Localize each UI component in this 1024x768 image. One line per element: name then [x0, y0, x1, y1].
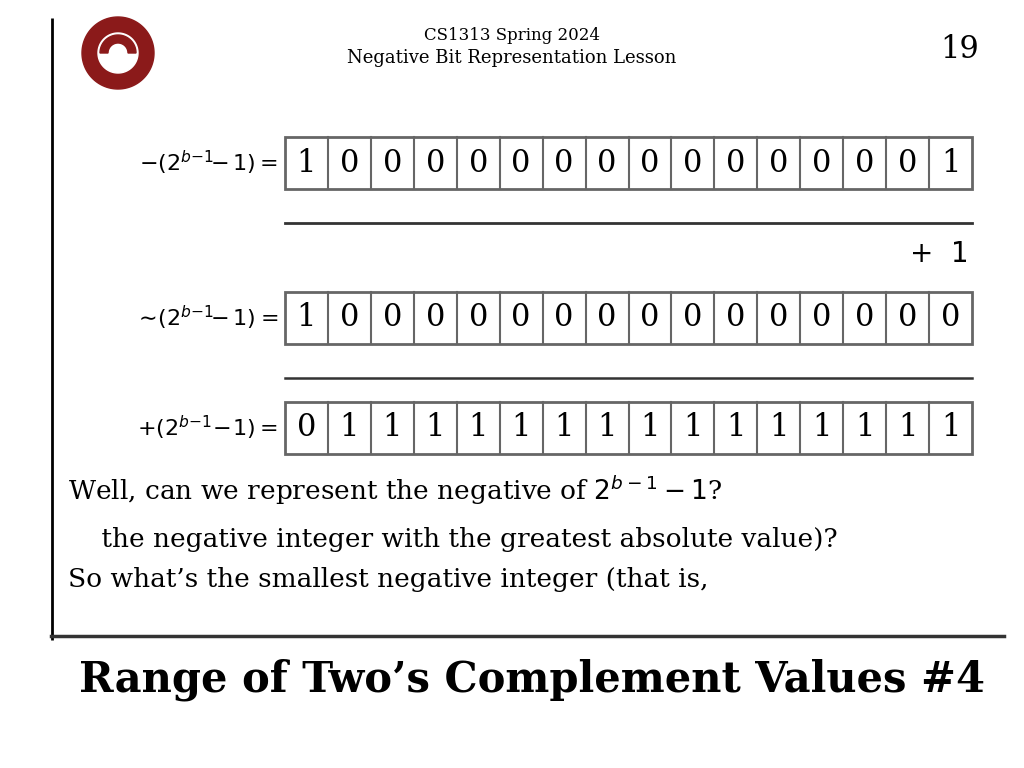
Text: 0: 0: [426, 147, 445, 178]
Text: 0: 0: [297, 412, 316, 443]
Text: 0: 0: [726, 147, 745, 178]
Text: 0: 0: [597, 303, 616, 333]
Text: 0: 0: [769, 147, 788, 178]
Text: $\sim\!(2^{b\mathrm{-}1}\!\mathrm{-}\,1) =$: $\sim\!(2^{b\mathrm{-}1}\!\mathrm{-}\,1)…: [134, 304, 278, 332]
Text: 1: 1: [297, 147, 316, 178]
Text: 0: 0: [812, 147, 831, 178]
Text: 0: 0: [683, 303, 702, 333]
Text: 1: 1: [383, 412, 402, 443]
Text: 1: 1: [554, 412, 573, 443]
Text: 0: 0: [426, 303, 445, 333]
Text: 0: 0: [469, 303, 487, 333]
Text: CS1313 Spring 2024: CS1313 Spring 2024: [424, 28, 600, 45]
Text: 1: 1: [468, 412, 488, 443]
Text: 1: 1: [898, 412, 918, 443]
Bar: [285, 292, 972, 344]
Text: 1: 1: [297, 303, 316, 333]
Text: 0: 0: [640, 303, 659, 333]
Text: 1: 1: [340, 412, 359, 443]
Bar: [285, 137, 972, 189]
Text: 1: 1: [683, 412, 702, 443]
Polygon shape: [82, 17, 154, 89]
Text: 1: 1: [941, 147, 961, 178]
Text: $+\ \ 1$: $+\ \ 1$: [908, 241, 967, 269]
Text: 0: 0: [340, 147, 359, 178]
Text: 0: 0: [597, 147, 616, 178]
Text: 0: 0: [511, 303, 530, 333]
Text: 1: 1: [640, 412, 659, 443]
Bar: [285, 402, 972, 454]
Text: 0: 0: [554, 303, 573, 333]
Text: 1: 1: [426, 412, 445, 443]
Text: 0: 0: [383, 303, 402, 333]
Text: 0: 0: [855, 303, 874, 333]
Text: 0: 0: [383, 147, 402, 178]
Text: $+(2^{b\mathrm{-}1}\!-\!1) =$: $+(2^{b\mathrm{-}1}\!-\!1) =$: [137, 414, 278, 442]
Text: 0: 0: [941, 303, 961, 333]
Text: $-(2^{b\mathrm{-}1}\!\mathrm{-}\,1) =$: $-(2^{b\mathrm{-}1}\!\mathrm{-}\,1) =$: [139, 149, 278, 177]
Text: 0: 0: [812, 303, 831, 333]
Text: 1: 1: [941, 412, 961, 443]
Text: 0: 0: [855, 147, 874, 178]
Text: Negative Bit Representation Lesson: Negative Bit Representation Lesson: [347, 49, 677, 67]
Text: Range of Two’s Complement Values #4: Range of Two’s Complement Values #4: [79, 659, 985, 701]
Text: 1: 1: [726, 412, 745, 443]
Text: 0: 0: [340, 303, 359, 333]
Polygon shape: [100, 35, 136, 53]
Text: 0: 0: [511, 147, 530, 178]
Text: 0: 0: [683, 147, 702, 178]
Text: 0: 0: [640, 147, 659, 178]
Text: 0: 0: [769, 303, 788, 333]
Text: 1: 1: [769, 412, 788, 443]
Text: Well, can we represent the negative of $2^{b-1} - 1$?: Well, can we represent the negative of $…: [68, 473, 722, 507]
Text: 19: 19: [941, 35, 979, 65]
Text: 0: 0: [726, 303, 745, 333]
Text: 1: 1: [511, 412, 530, 443]
Text: the negative integer with the greatest absolute value)?: the negative integer with the greatest a…: [68, 528, 838, 552]
Polygon shape: [98, 33, 138, 73]
Text: 0: 0: [554, 147, 573, 178]
Text: 0: 0: [898, 147, 918, 178]
Text: 1: 1: [597, 412, 616, 443]
Text: 1: 1: [812, 412, 831, 443]
Text: 1: 1: [855, 412, 874, 443]
Text: 0: 0: [469, 147, 487, 178]
Text: 0: 0: [898, 303, 918, 333]
Text: So what’s the smallest negative integer (that is,: So what’s the smallest negative integer …: [68, 568, 709, 592]
